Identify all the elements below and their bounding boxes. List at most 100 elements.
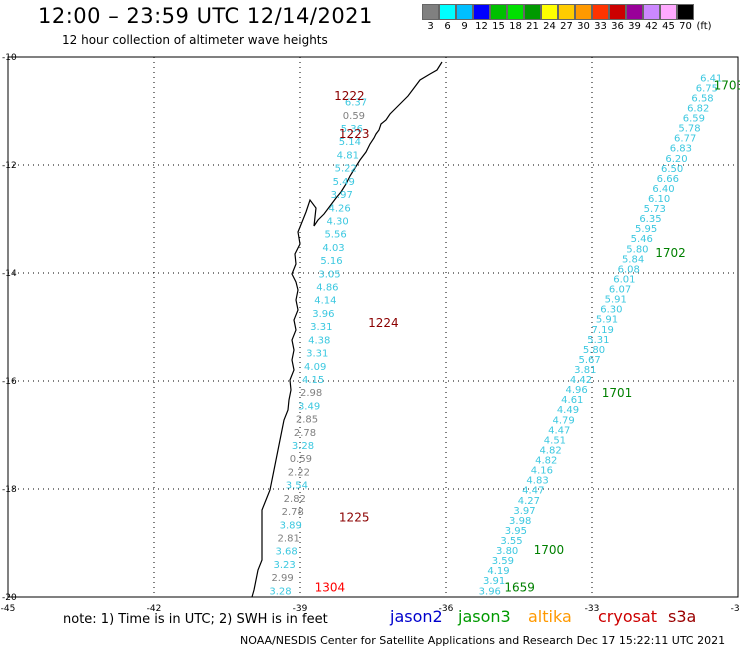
swh-value: 2.99 (271, 573, 293, 584)
swh-value: 5.78 (678, 124, 700, 135)
legend-swatch (439, 4, 456, 20)
legend-swatch (507, 4, 524, 20)
track-time-labels: 1222 1223 1224 1225 1304 1703 1702 1701 1700 1659 (315, 78, 740, 594)
swh-value: 3.31 (306, 349, 328, 360)
track-time-label: 1224 (368, 316, 399, 330)
swh-value: 2.78 (294, 428, 316, 439)
swh-value: 6.41 (700, 73, 722, 84)
legend-swatch (609, 4, 626, 20)
color-legend-labels: 3 6 9 12 15 18 21 24 27 30 33 36 39 42 45 70 (ft) (422, 21, 714, 32)
satellite-label-cryosat: cryosat (598, 607, 658, 626)
swh-value: 5.46 (631, 234, 653, 245)
swh-value: 3.59 (492, 556, 514, 567)
swh-value: 4.83 (526, 476, 548, 487)
swh-value: 4.30 (326, 216, 348, 227)
legend-unit: (ft) (696, 21, 712, 32)
legend-swatch (473, 4, 490, 20)
swh-value: 4.51 (544, 435, 566, 446)
swh-value: 2.78 (282, 507, 304, 518)
satellite-label-s3a: s3a (668, 607, 697, 626)
swh-value: 6.01 (613, 274, 635, 285)
legend-swatch (422, 4, 439, 20)
swh-value: 5.14 (339, 137, 361, 148)
swh-value: 6.37 (345, 98, 367, 109)
swh-value: 4.47 (548, 425, 570, 436)
legend-label: 15 (492, 21, 505, 32)
swh-value: 5.80 (583, 345, 605, 356)
swh-value: 3.80 (496, 546, 518, 557)
swh-value: 5.91 (596, 315, 618, 326)
legend-label: 39 (628, 21, 641, 32)
swh-value: 4.16 (531, 466, 553, 477)
swh-value: 6.10 (648, 194, 670, 205)
swh-value: 6.75 (696, 83, 718, 94)
swh-value: 6.07 (609, 285, 631, 296)
swh-value: 4.47 (522, 486, 544, 497)
swh-value: 5.91 (605, 295, 627, 306)
legend-label: 18 (509, 21, 522, 32)
legend-swatch (592, 4, 609, 20)
swh-value: 6.59 (683, 114, 705, 125)
swh-value: 4.79 (552, 415, 574, 426)
swh-value: 4.61 (561, 395, 583, 406)
swh-value: 3.97 (331, 190, 353, 201)
legend-label: 3 (427, 21, 434, 32)
swh-value: 4.86 (316, 283, 338, 294)
swh-value: 3.97 (513, 506, 535, 517)
legend-label: 42 (645, 21, 658, 32)
swh-value: 3.95 (505, 526, 527, 537)
swh-value: 0.59 (343, 111, 365, 122)
legend-swatch (524, 4, 541, 20)
swh-value: 3.49 (298, 401, 320, 412)
legend-label: 27 (560, 21, 573, 32)
swh-value: 6.77 (674, 134, 696, 145)
legend-swatch (660, 4, 677, 20)
swh-value: 6.50 (661, 164, 683, 175)
lon-tick-label: -33 (585, 604, 600, 614)
track-time-label: 1223 (339, 127, 370, 141)
legend-label: 21 (526, 21, 539, 32)
legend-label: 33 (594, 21, 607, 32)
swh-value: 3.28 (269, 586, 291, 597)
swh-value: 5.56 (324, 230, 346, 241)
swh-value: 5.22 (335, 164, 357, 175)
swh-value: 3.05 (318, 269, 340, 280)
swh-value: 2.82 (284, 494, 306, 505)
satellite-label-altika: altika (528, 607, 572, 626)
swh-value: 5.31 (587, 335, 609, 346)
swh-value: 3.96 (312, 309, 334, 320)
footer-credit: NOAA/NESDIS Center for Satellite Applica… (240, 634, 726, 647)
swh-value: 6.20 (665, 154, 687, 165)
track-time-label: 1222 (334, 89, 365, 103)
axis-labels: -45 -42 -39 -36 -33 -30 -10 -12 -14 -16 -18 -20 (1, 53, 740, 614)
swh-value: 3.55 (500, 536, 522, 547)
track-time-label: 1702 (655, 246, 686, 260)
swh-value: 4.15 (302, 375, 324, 386)
track-time-label: 1700 (534, 543, 565, 557)
swh-value: 3.89 (280, 520, 302, 531)
lon-tick-label: -36 (439, 604, 454, 614)
lon-tick-label: -30 (731, 604, 740, 614)
swh-value: 5.36 (341, 124, 363, 135)
swh-value: 6.08 (618, 264, 640, 275)
swh-value: 3.96 (479, 586, 501, 597)
map-grid (8, 57, 738, 597)
swh-value: 6.82 (687, 103, 709, 114)
swh-value: 4.09 (304, 362, 326, 373)
swh-value: 4.14 (314, 296, 336, 307)
track-time-label: 1659 (504, 581, 535, 595)
track-time-label: 1701 (602, 386, 633, 400)
swh-value: 3.23 (273, 560, 295, 571)
swh-value: 6.66 (657, 174, 679, 185)
legend-swatch (490, 4, 507, 20)
lat-tick-label: -10 (2, 53, 17, 63)
swh-value: 3.91 (483, 576, 505, 587)
note-text: note: 1) Time is in UTC; 2) SWH is in fe… (63, 612, 328, 627)
legend-swatch (558, 4, 575, 20)
legend-label: 30 (577, 21, 590, 32)
swh-value: 3.68 (276, 547, 298, 558)
swh-value: 4.27 (518, 496, 540, 507)
color-legend (422, 4, 694, 20)
legend-label: 9 (461, 21, 468, 32)
